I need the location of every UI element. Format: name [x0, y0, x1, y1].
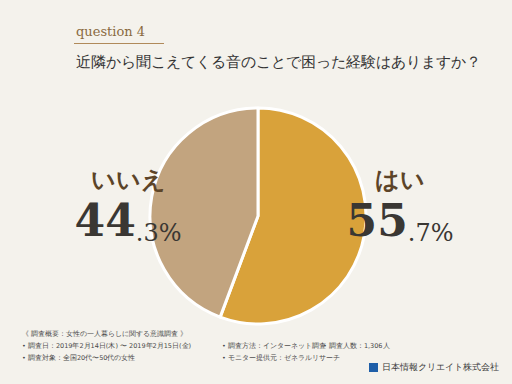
html-text:近隣から聞こえてくる音のことで困った経験はありますか？: 近隣から聞こえてくる音のことで困った経験はありますか？: [76, 53, 481, 71]
html-text:• 調査対象：全国20代〜50代の女性: • 調査対象：全国20代〜50代の女性: [22, 354, 136, 362]
html-text:• 調査日：2019年2月14日(木) 〜 2019年2月1: • 調査日：2019年2月14日(木) 〜 2019年2月15日(金): [22, 342, 192, 350]
svg-text:いいえ: いいえ: [91, 166, 166, 194]
svg-text:はい: はい: [375, 166, 425, 194]
html-text:日本情報クリエイト株式会社: 日本情報クリエイト株式会社: [382, 362, 499, 372]
svg-text:55: 55: [347, 195, 408, 246]
html-text:question 4: question 4: [76, 24, 145, 39]
svg-text:44: 44: [75, 195, 136, 246]
html-text:• 調査人数：1,306人: • 調査人数：1,306人: [323, 342, 390, 350]
html-text:• 調査方法：インターネット調査: • 調査方法：インターネット調査: [222, 342, 326, 350]
html-text:《 調査概要：女性の一人暮らしに関する意識調査 》: 《 調査概要：女性の一人暮らしに関する意識調査 》: [22, 330, 188, 338]
svg-text:.3%: .3%: [136, 219, 182, 247]
html-text:• モニター提供元：ゼネラルリサーチ: • モニター提供元：ゼネラルリサーチ: [222, 354, 340, 362]
svg-text:.7%: .7%: [408, 219, 454, 247]
